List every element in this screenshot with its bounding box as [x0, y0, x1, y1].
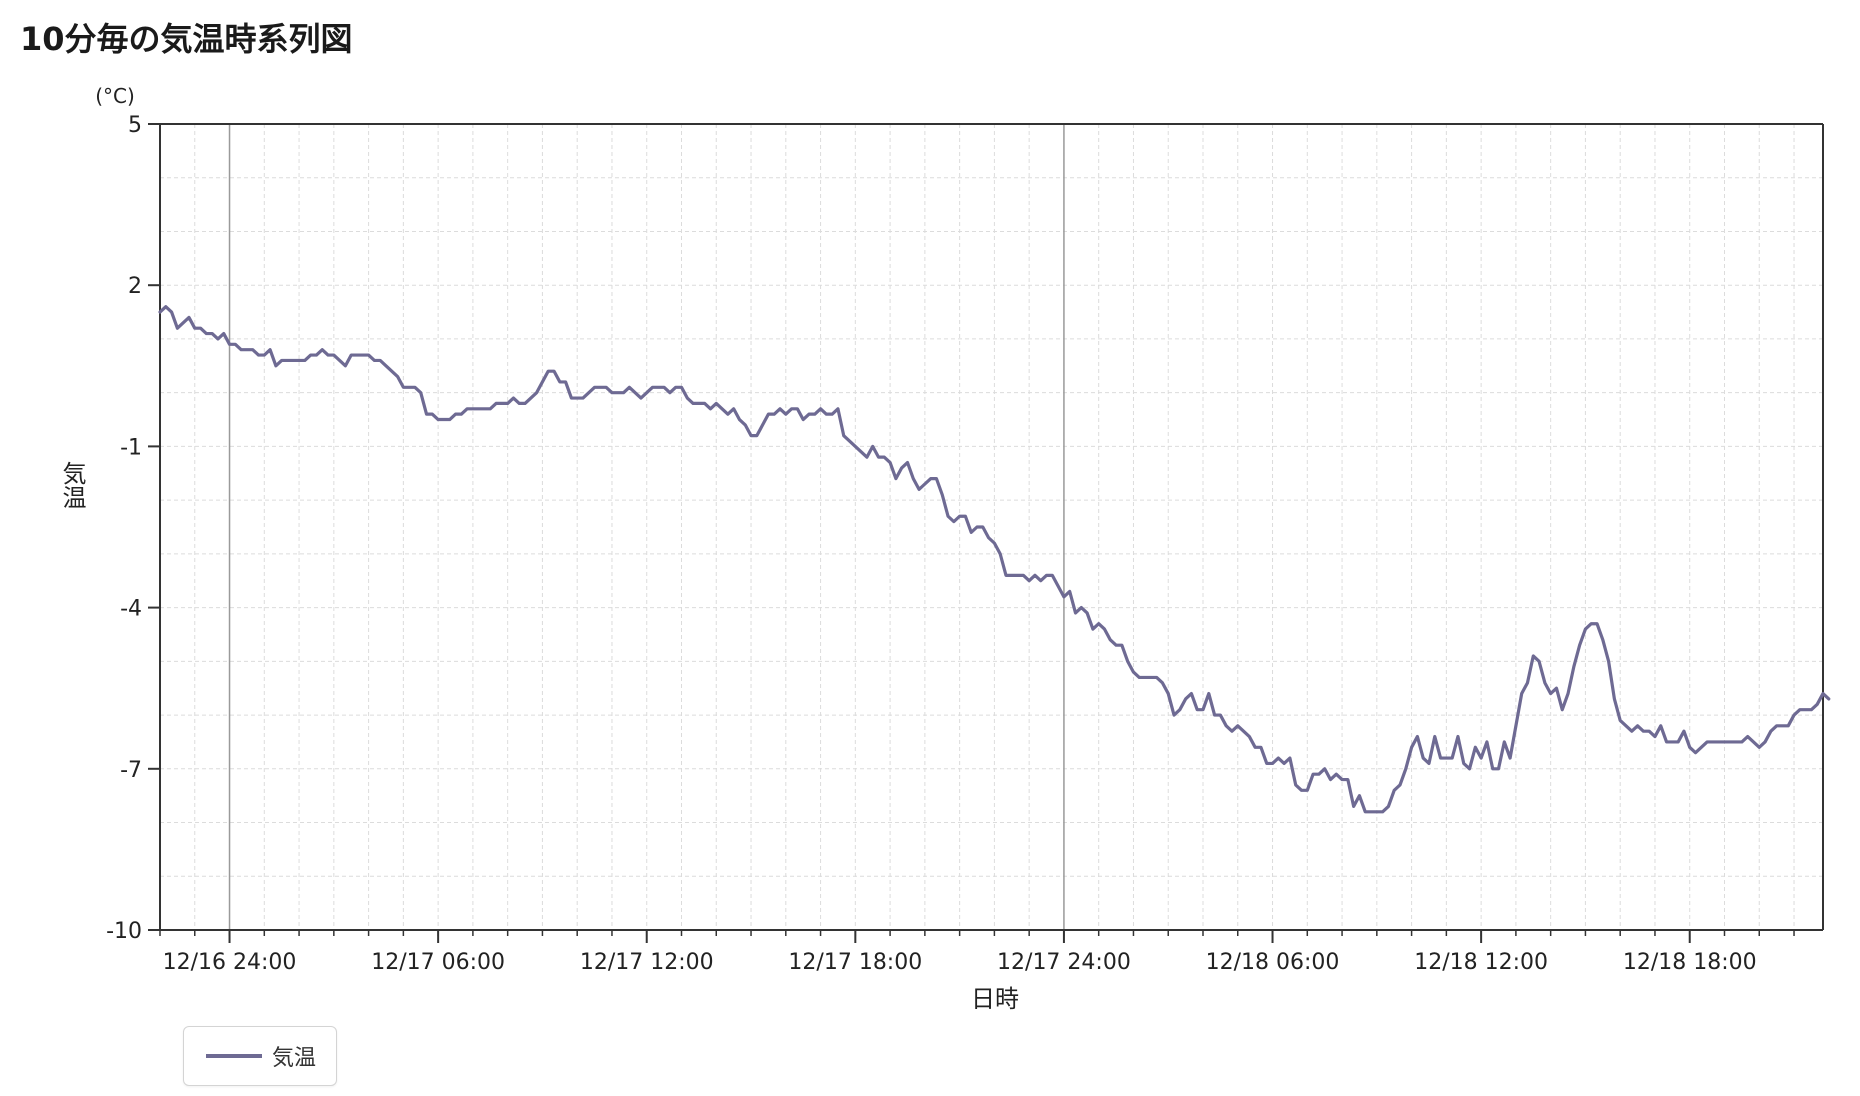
- series: [158, 305, 1831, 814]
- y-tick-label: 2: [128, 274, 142, 299]
- legend[interactable]: 気温: [183, 1026, 337, 1086]
- x-tick-label: 12/17 12:00: [580, 950, 714, 975]
- legend-label: 気温: [272, 1046, 317, 1071]
- y-tick-label: -1: [120, 435, 142, 460]
- x-tick-label: 12/17 18:00: [788, 950, 922, 975]
- series-line-0: [158, 305, 1831, 814]
- grid: [160, 124, 1823, 930]
- y-tick-label: -10: [106, 919, 142, 944]
- legend-swatch: [206, 1054, 262, 1058]
- y-unit-label: (°C): [95, 84, 135, 108]
- chart-title: 10分毎の気温時系列図: [20, 20, 353, 58]
- x-tick-label: 12/17 24:00: [997, 950, 1131, 975]
- y-axis-label: 気温: [58, 461, 86, 509]
- axes: 5 2 -1 -4 -7 -10 12/16 24:00 12/17 06:00 12/17 1…: [106, 113, 1824, 975]
- y-tick-label: -7: [120, 758, 142, 783]
- x-tick-label: 12/18 12:00: [1414, 950, 1548, 975]
- x-tick-label: 12/17 06:00: [371, 950, 505, 975]
- y-tick-label: 5: [128, 113, 142, 138]
- axis-labels: (°C) 日時 気温: [58, 84, 1019, 1013]
- x-tick-label: 12/16 24:00: [163, 950, 297, 975]
- x-axis-label: 日時: [971, 985, 1019, 1013]
- x-tick-label: 12/18 06:00: [1206, 950, 1340, 975]
- y-tick-label: -4: [120, 597, 142, 622]
- x-tick-label: 12/18 18:00: [1623, 950, 1757, 975]
